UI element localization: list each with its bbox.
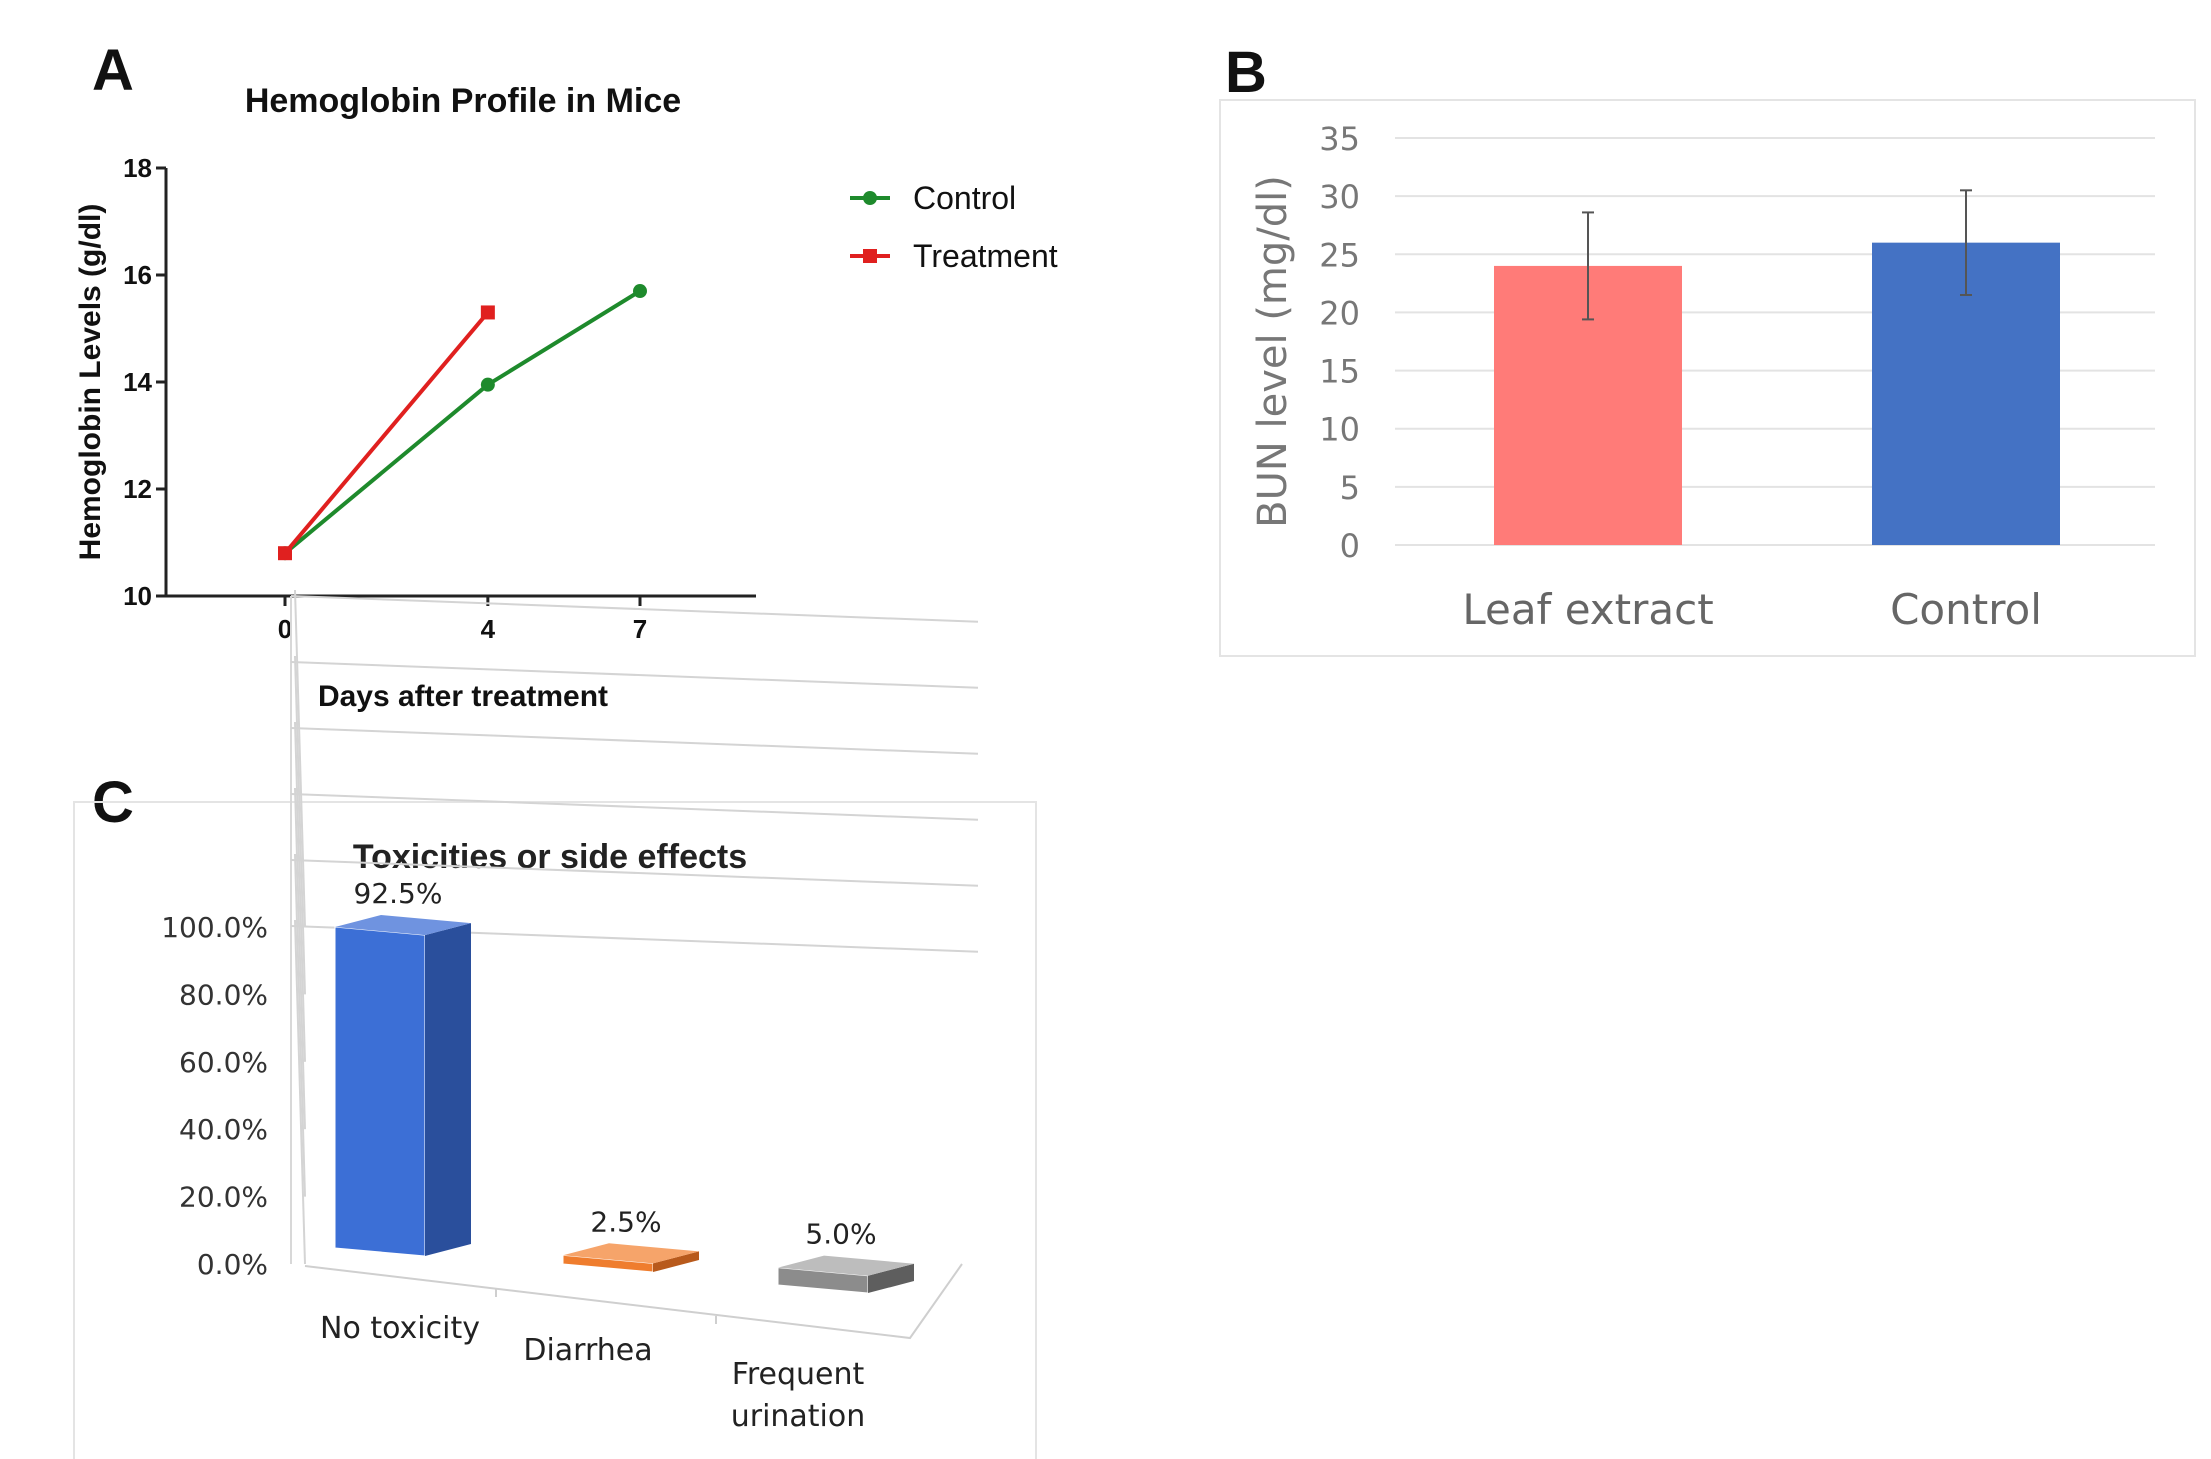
chart-c-category-label: No toxicity: [320, 1311, 480, 1346]
chart-a-x-tick-label: 4: [481, 614, 496, 644]
chart-a-x-tick-label: 0: [278, 614, 292, 644]
chart-c-y-tick-label: 60.0%: [179, 1046, 268, 1079]
chart-c-bar-top-1: [335, 914, 471, 936]
chart-c-floor-edge: [304, 1263, 963, 1340]
chart-b-y-tick-label: 35: [1319, 120, 1360, 158]
chart-c-back-gridline: [290, 793, 979, 821]
chart-b-y-tick-label: 25: [1319, 236, 1360, 274]
chart-c-data-label: 5.0%: [805, 1218, 876, 1251]
chart-c-side-gridline: [294, 589, 306, 928]
chart-c-category-label: Diarrhea: [523, 1333, 652, 1368]
chart-c-bar-side-1: [425, 923, 471, 1257]
chart-c-back-gridline: [290, 661, 979, 689]
panel-c-3d-bar-chart: C Toxicities or side effects 0.0%20.0%40…: [73, 589, 1037, 1459]
chart-a-x-tick-label: 7: [633, 614, 647, 644]
chart-c-back-gridline: [290, 595, 979, 623]
chart-c-bar-top-2: [563, 1243, 699, 1264]
chart-c-side-gridline: [294, 919, 306, 1265]
chart-c-bar-side-3: [868, 1263, 914, 1294]
panel-a-line-chart: A Hemoglobin Profile in Mice Hemoglobin …: [74, 38, 1058, 713]
chart-a-point-treatment: [278, 546, 292, 561]
chart-c-y-tick-label: 80.0%: [179, 978, 268, 1011]
chart-c-bar-top-3: [778, 1255, 914, 1276]
chart-b-y-tick-label: 15: [1319, 353, 1360, 391]
chart-c-y-tick-label: 20.0%: [179, 1181, 268, 1214]
chart-c-category-label: urination: [731, 1399, 866, 1434]
chart-a-y-axis-label: Hemoglobin Levels (g/dl): [74, 204, 107, 561]
chart-a-legend-label: Control: [913, 180, 1016, 216]
chart-b-y-tick-label: 30: [1319, 178, 1360, 216]
chart-a-series-line-control: [283, 289, 642, 555]
chart-c-back-gridline: [290, 859, 979, 887]
chart-a-series-line-treatment: [283, 311, 490, 555]
chart-a-point-control: [633, 284, 647, 299]
chart-c-data-label: 2.5%: [590, 1205, 661, 1238]
chart-a-y-tick-label: 14: [123, 367, 152, 397]
chart-a-point-control: [480, 377, 495, 392]
chart-a-title: Hemoglobin Profile in Mice: [245, 82, 681, 120]
chart-b-frame: [1219, 99, 2196, 657]
chart-c-y-tick-label: 40.0%: [179, 1113, 268, 1146]
chart-c-y-tick-label: 100.0%: [161, 911, 268, 944]
chart-c-category-label: Frequent: [732, 1357, 865, 1392]
panel-b-bar-chart: B BUN level (mg/dl) 0 5 10 15 20 25 30 35 Leaf …: [1219, 40, 2196, 657]
chart-a-y-tick-label: 16: [123, 260, 152, 290]
chart-c-data-label: 92.5%: [354, 877, 443, 910]
chart-c-bar-side-2: [653, 1251, 699, 1273]
chart-a-legend-marker: [863, 191, 877, 205]
chart-a-point-treatment: [480, 305, 495, 320]
chart-c-side-gridline: [294, 787, 306, 1130]
chart-a-y-tick-label: 10: [123, 581, 152, 611]
chart-c-side-gridline: [294, 853, 306, 1197]
chart-c-side-gridline: [294, 721, 306, 1062]
chart-a-y-tick-label: 18: [123, 153, 152, 183]
chart-a-y-tick-label: 12: [123, 474, 152, 504]
chart-b-y-tick-label: 0: [1340, 527, 1360, 565]
chart-a-legend-label: Treatment: [913, 238, 1058, 274]
chart-c-bar-front-1: [334, 926, 426, 1257]
chart-c-side-gridline: [294, 655, 306, 995]
panel-a-letter: A: [92, 38, 134, 103]
chart-a-legend-marker: [863, 249, 877, 263]
chart-c-frame: [73, 801, 1037, 1459]
chart-c-back-gridline: [290, 727, 979, 755]
chart-b-category-label: Control: [1890, 585, 2042, 634]
chart-b-y-tick-label: 20: [1319, 294, 1360, 332]
chart-b-y-axis-label: BUN level (mg/dl): [1250, 175, 1296, 528]
chart-a-x-axis-label: Days after treatment: [318, 680, 608, 713]
chart-b-y-tick-label: 5: [1340, 469, 1360, 507]
chart-b-category-label: Leaf extract: [1462, 585, 1713, 634]
chart-c-y-tick-label: 0.0%: [197, 1248, 268, 1281]
panel-b-letter: B: [1225, 40, 1267, 105]
chart-b-y-tick-label: 10: [1319, 411, 1360, 449]
